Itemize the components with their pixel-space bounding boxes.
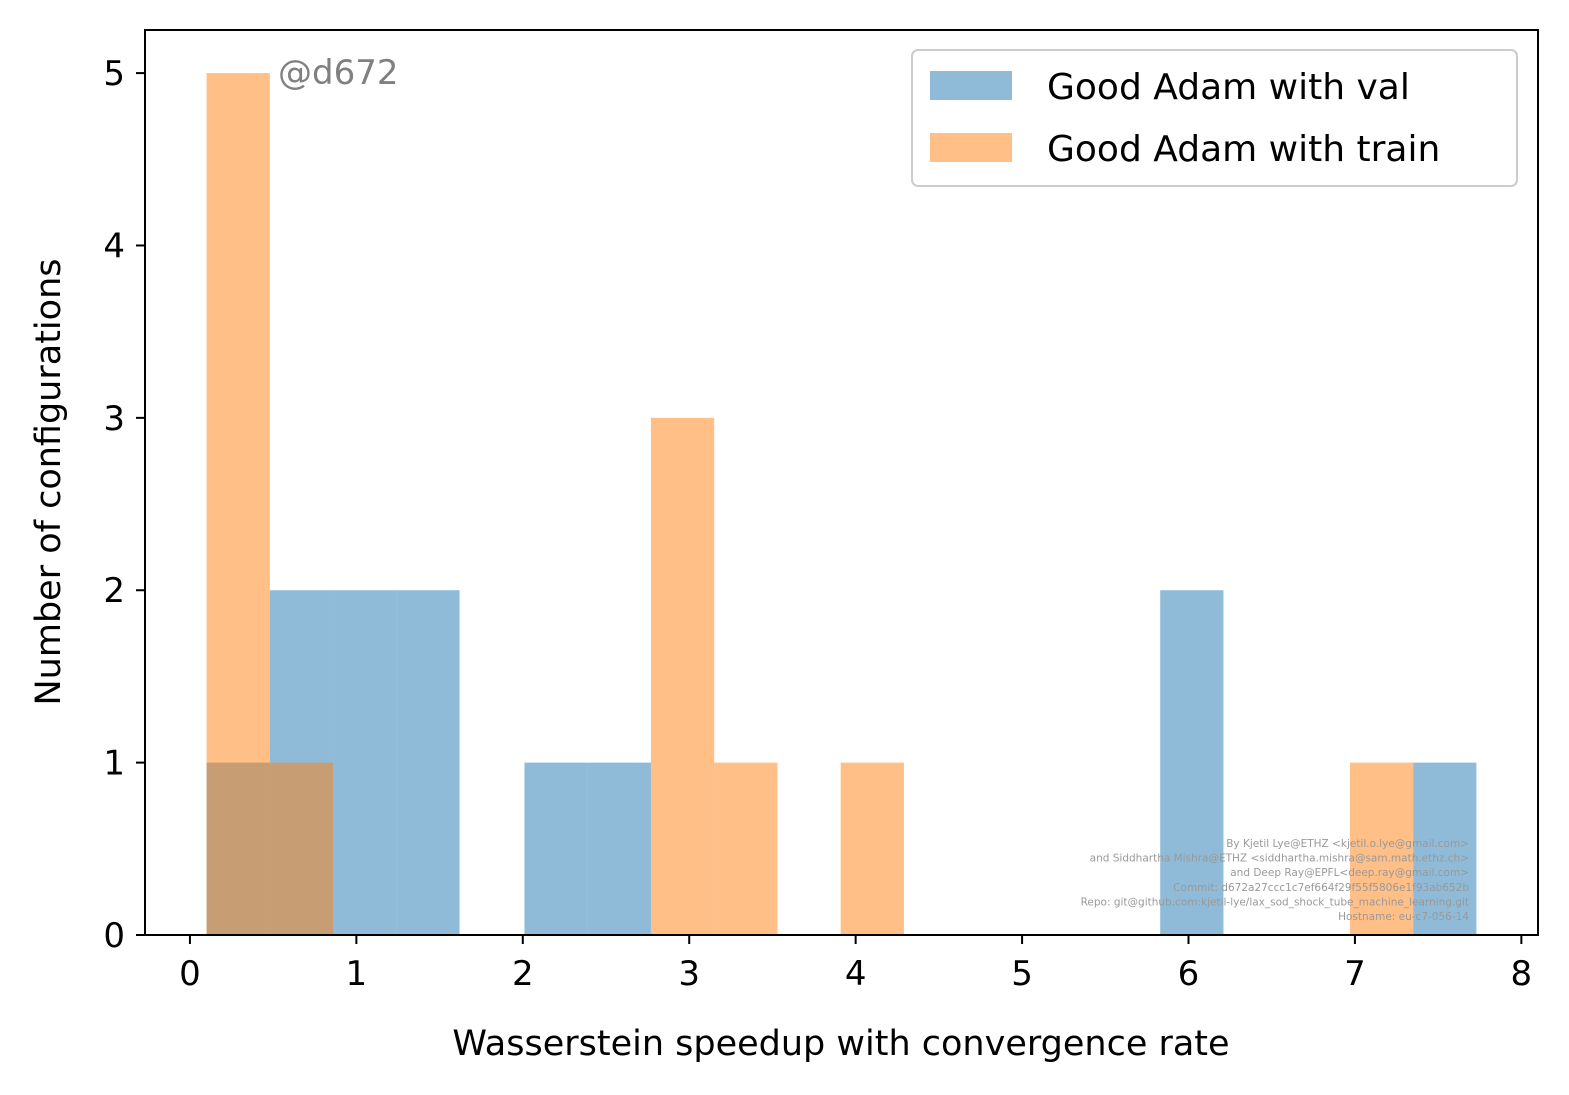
legend-swatch-1 (930, 133, 1012, 162)
histogram-bar-series-0-bin-7 (1413, 762, 1477, 935)
credits-block: By Kjetil Lye@ETHZ <kjetil.o.lye@gmail.c… (1081, 838, 1470, 923)
credits-line: and Siddhartha Mishra@ETHZ <siddhartha.m… (1090, 853, 1469, 865)
x-axis-label: Wasserstein speedup with convergence rat… (452, 1024, 1229, 1064)
credits-line: Commit: d672a27ccc1c7ef664f29f55f5806e1f… (1173, 882, 1469, 894)
x-tick-label: 2 (512, 954, 534, 994)
y-tick-label: 3 (103, 399, 125, 439)
histogram-bar-series-1-bin-1 (269, 762, 334, 935)
x-tick-label: 3 (678, 954, 700, 994)
credits-line: By Kjetil Lye@ETHZ <kjetil.o.lye@gmail.c… (1226, 838, 1469, 850)
watermark-label: @d672 (278, 53, 398, 93)
legend: Good Adam with val Good Adam with train (911, 49, 1518, 187)
histogram-bar-series-0-bin-2 (333, 590, 397, 935)
credits-line: Repo: git@github.com:kjetil-lye/lax_sod_… (1081, 896, 1469, 908)
legend-label-0: Good Adam with val (1047, 67, 1410, 108)
x-axis-ticks: 0 1 2 3 4 5 6 7 8 (179, 935, 1532, 994)
histogram-bar-series-0-bin-3 (396, 590, 460, 935)
x-tick-label: 8 (1511, 954, 1533, 994)
histogram-bar-series-1-bin-0 (206, 73, 270, 936)
histogram-bar-series-0-bin-5 (587, 762, 651, 935)
x-tick-label: 6 (1178, 954, 1200, 994)
x-tick-label: 0 (179, 954, 201, 994)
x-tick-label: 1 (346, 954, 368, 994)
histogram-bar-series-1-bin-3 (714, 762, 778, 935)
plot-frame (144, 29, 1539, 936)
histogram-bar-series-1-bin-4 (840, 762, 904, 935)
bars-group (206, 73, 1477, 936)
credits-line: Hostname: eu-c7-056-14 (1338, 911, 1469, 923)
y-tick-label: 0 (103, 916, 125, 956)
legend-swatch-0 (930, 71, 1012, 100)
y-tick-label: 4 (103, 226, 125, 266)
histogram-bar-series-0-bin-6 (1160, 590, 1224, 935)
x-tick-label: 4 (845, 954, 867, 994)
y-tick-label: 5 (103, 54, 125, 94)
credits-line: and Deep Ray@EPFL<deep.ray@gmail.com> (1230, 867, 1469, 879)
x-tick-label: 7 (1344, 954, 1366, 994)
histogram-bar-series-1-bin-2 (650, 417, 715, 935)
histogram-bar-series-0-bin-4 (524, 762, 588, 935)
histogram-bar-series-1-bin-5 (1349, 762, 1414, 935)
y-tick-label: 1 (103, 744, 125, 784)
x-tick-label: 5 (1011, 954, 1033, 994)
y-axis-ticks: 0 1 2 3 4 5 (103, 54, 145, 956)
y-axis-label: Number of configurations (29, 259, 69, 706)
legend-label-1: Good Adam with train (1047, 129, 1440, 170)
legend-frame (911, 49, 1518, 187)
y-tick-label: 2 (103, 571, 125, 611)
